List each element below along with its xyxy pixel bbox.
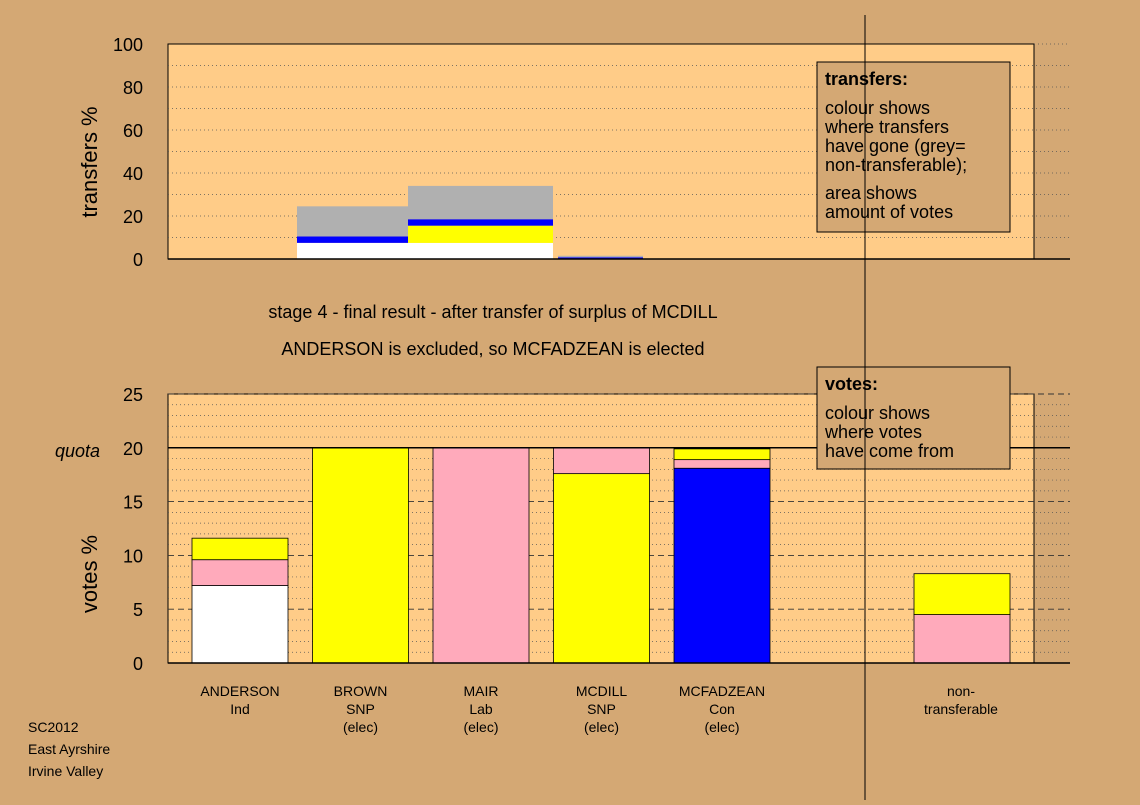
votes-y-ticks: 0 5 10 15 20 25 bbox=[123, 385, 143, 674]
candidate-label: BROWN bbox=[334, 683, 388, 699]
vote-segment bbox=[312, 447, 409, 664]
transfer-segment bbox=[558, 257, 643, 259]
candidate-label: MCDILL bbox=[576, 683, 628, 699]
vote-segment bbox=[553, 447, 650, 475]
candidate-label: (elec) bbox=[584, 719, 619, 735]
y-tick-label: 25 bbox=[123, 385, 143, 405]
candidate-label: (elec) bbox=[463, 719, 498, 735]
transfers-legend-line: area shows bbox=[825, 183, 917, 203]
transfers-y-axis-label: transfers % bbox=[77, 106, 102, 217]
votes-legend-line: where votes bbox=[824, 422, 922, 442]
transfers-legend-line: where transfers bbox=[824, 117, 949, 137]
nontransferable-segment bbox=[913, 614, 1011, 664]
vote-segment bbox=[673, 467, 771, 664]
votes-bars bbox=[191, 447, 1011, 664]
y-tick-label: 20 bbox=[123, 439, 143, 459]
candidate-label: Lab bbox=[469, 701, 493, 717]
footer-ward: Irvine Valley bbox=[28, 763, 103, 779]
quota-label: quota bbox=[55, 441, 100, 461]
transfers-legend-line: non-transferable); bbox=[825, 155, 967, 175]
transfer-segment bbox=[408, 242, 553, 259]
transfer-segment bbox=[558, 255, 643, 258]
y-tick-label: 0 bbox=[133, 250, 143, 270]
transfers-legend-line: colour shows bbox=[825, 98, 930, 118]
transfers-bars bbox=[297, 185, 643, 259]
footer-year: SC2012 bbox=[28, 719, 79, 735]
candidate-label: MCFADZEAN bbox=[679, 683, 765, 699]
transfer-segment bbox=[297, 242, 408, 259]
stage-result: ANDERSON is excluded, so MCFADZEAN is el… bbox=[281, 339, 704, 359]
candidate-label: (elec) bbox=[343, 719, 378, 735]
y-tick-label: 80 bbox=[123, 78, 143, 98]
candidate-label: Con bbox=[709, 701, 735, 717]
transfer-segment bbox=[408, 219, 553, 226]
footer-council: East Ayrshire bbox=[28, 741, 110, 757]
nontransferable-segment bbox=[913, 573, 1011, 615]
y-tick-label: 60 bbox=[123, 121, 143, 141]
candidate-label: ANDERSON bbox=[200, 683, 279, 699]
y-tick-label: 15 bbox=[123, 493, 143, 513]
votes-legend-title: votes: bbox=[825, 374, 878, 394]
votes-y-axis-label: votes % bbox=[77, 535, 102, 613]
candidate-labels: ANDERSON Ind BROWN SNP (elec) MAIR Lab (elec) MC… bbox=[200, 683, 765, 735]
vote-segment bbox=[432, 447, 530, 664]
nontransferable-label: non- bbox=[947, 683, 975, 699]
vote-segment bbox=[673, 448, 771, 461]
candidate-label: Ind bbox=[230, 701, 249, 717]
votes-legend-box bbox=[816, 366, 1011, 470]
vote-segment bbox=[191, 559, 289, 586]
votes-legend-line: colour shows bbox=[825, 403, 930, 423]
candidate-label: (elec) bbox=[704, 719, 739, 735]
vote-segment bbox=[191, 537, 289, 561]
transfers-legend-box bbox=[816, 61, 1011, 233]
vote-segment bbox=[673, 459, 771, 469]
y-tick-label: 20 bbox=[123, 207, 143, 227]
nontransferable-label: transferable bbox=[924, 701, 998, 717]
candidate-label: SNP bbox=[587, 701, 616, 717]
candidate-label: SNP bbox=[346, 701, 375, 717]
stage-title: stage 4 - final result - after transfer … bbox=[268, 302, 717, 322]
transfers-legend-title: transfers: bbox=[825, 69, 908, 89]
y-tick-label: 100 bbox=[113, 35, 143, 55]
votes-legend-line: have come from bbox=[825, 441, 954, 461]
transfers-legend-line: amount of votes bbox=[825, 202, 953, 222]
transfers-legend-line: have gone (grey= bbox=[825, 136, 966, 156]
y-tick-label: 40 bbox=[123, 164, 143, 184]
transfer-segment bbox=[408, 185, 553, 220]
transfer-segment bbox=[297, 206, 408, 237]
transfer-segment bbox=[297, 236, 408, 243]
vote-segment bbox=[191, 585, 289, 664]
y-tick-label: 10 bbox=[123, 546, 143, 566]
transfer-segment bbox=[408, 225, 553, 243]
candidate-label: MAIR bbox=[464, 683, 499, 699]
y-tick-label: 0 bbox=[133, 654, 143, 674]
y-tick-label: 5 bbox=[133, 600, 143, 620]
transfers-y-ticks: 0 20 40 60 80 100 bbox=[113, 35, 143, 270]
vote-segment bbox=[553, 473, 650, 664]
